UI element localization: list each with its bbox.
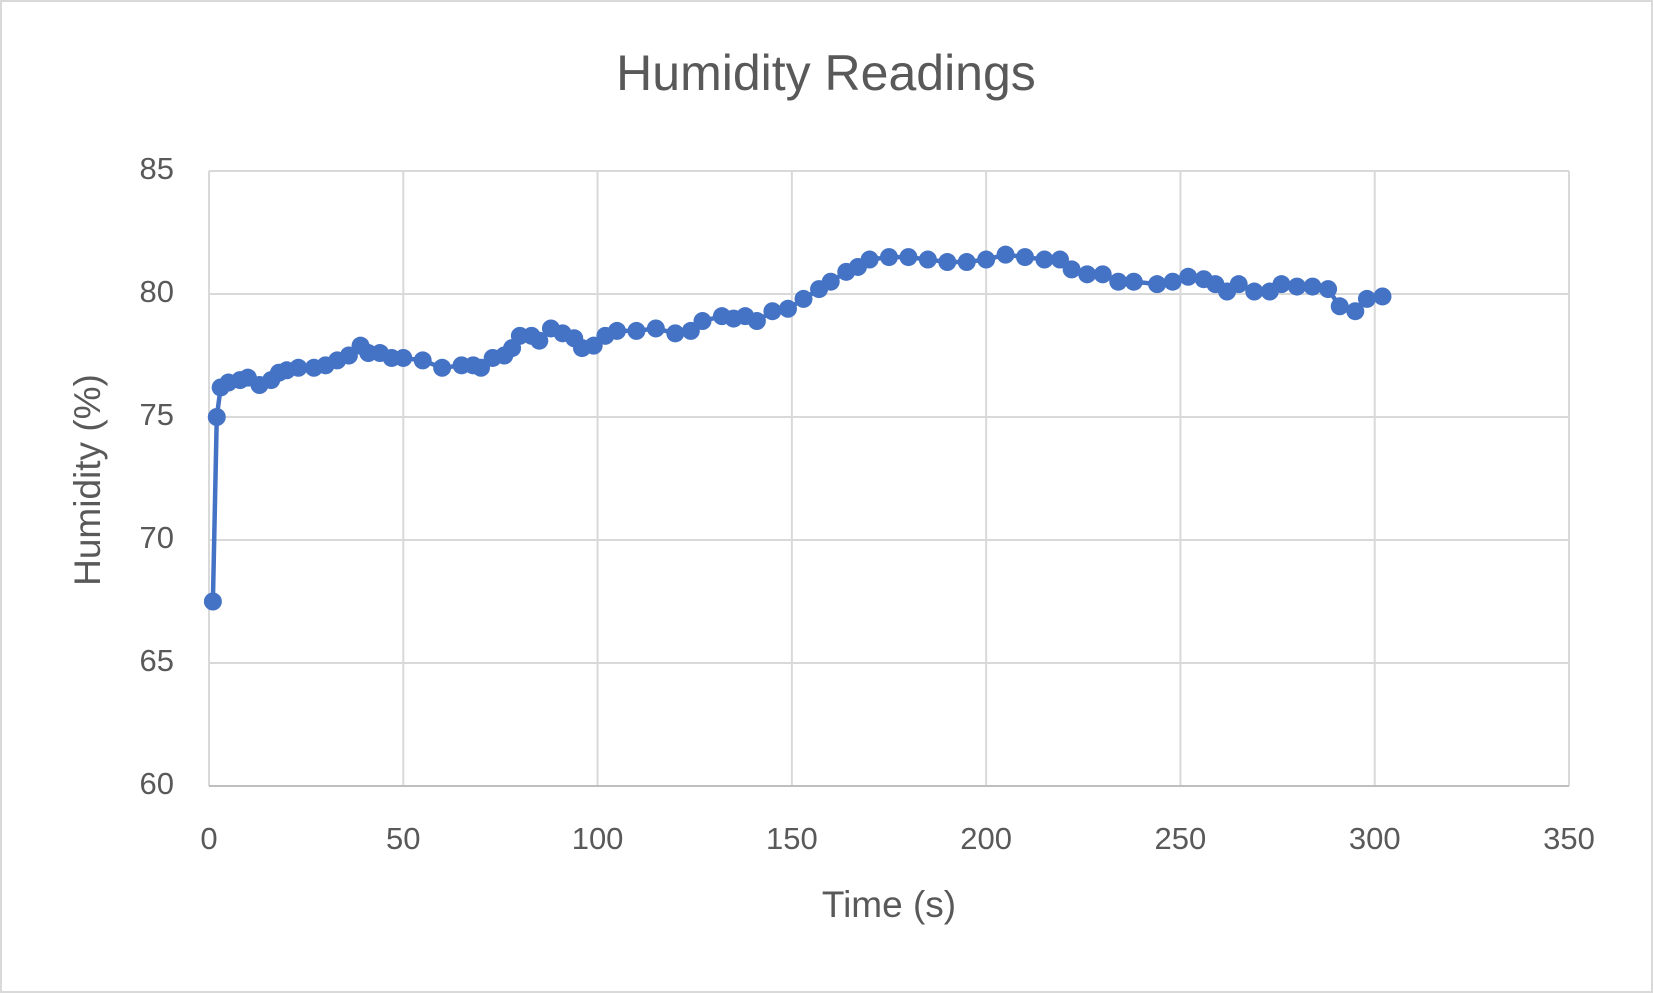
marker	[1016, 248, 1034, 267]
marker	[1062, 260, 1081, 279]
marker	[666, 324, 685, 343]
x-tick-label: 0	[200, 821, 217, 856]
marker	[1229, 275, 1248, 294]
marker	[899, 248, 918, 267]
marker	[289, 358, 308, 377]
x-axis-title: Time (s)	[822, 884, 956, 925]
marker	[203, 592, 222, 611]
marker	[1319, 280, 1338, 299]
marker	[1093, 265, 1112, 284]
marker	[1124, 272, 1143, 291]
y-tick-label: 80	[140, 274, 174, 309]
marker	[608, 321, 626, 340]
x-tick-label: 300	[1349, 821, 1401, 856]
marker	[646, 319, 665, 338]
y-tick-label: 60	[140, 766, 174, 801]
marker	[918, 250, 937, 269]
marker	[1163, 272, 1182, 291]
marker	[977, 250, 996, 269]
marker	[1346, 302, 1365, 321]
x-tick-label: 100	[572, 821, 624, 856]
marker	[1330, 297, 1349, 316]
marker	[860, 250, 879, 269]
marker	[1288, 277, 1306, 296]
marker	[1373, 287, 1392, 306]
marker	[530, 331, 549, 350]
y-tick-label: 70	[140, 520, 174, 555]
x-tick-label: 350	[1543, 821, 1595, 856]
marker	[1109, 272, 1128, 291]
marker	[627, 321, 646, 340]
marker	[1078, 265, 1097, 284]
marker	[1357, 289, 1376, 308]
x-tick-label: 250	[1155, 821, 1207, 856]
marker	[1179, 267, 1198, 286]
marker	[1303, 277, 1322, 296]
chart-title: Humidity Readings	[616, 45, 1036, 101]
marker	[763, 302, 782, 321]
marker	[794, 289, 813, 308]
y-axis-title: Humidity (%)	[67, 374, 108, 586]
marker	[996, 245, 1015, 264]
y-tick-label: 75	[140, 397, 174, 432]
marker	[1035, 250, 1054, 269]
marker	[1148, 275, 1167, 294]
x-tick-label: 200	[960, 821, 1012, 856]
marker	[693, 312, 712, 331]
y-tick-label: 85	[140, 151, 174, 186]
marker	[938, 253, 957, 272]
marker	[1245, 282, 1264, 301]
x-tick-label: 150	[766, 821, 818, 856]
marker	[747, 312, 766, 331]
x-tick-label: 50	[386, 821, 420, 856]
marker	[413, 351, 432, 370]
marker	[1272, 275, 1291, 294]
marker	[433, 358, 452, 377]
marker	[957, 253, 976, 272]
marker	[394, 348, 413, 367]
marker	[207, 408, 226, 426]
marker	[880, 248, 898, 267]
marker	[821, 272, 840, 291]
marker	[778, 299, 797, 318]
y-tick-label: 65	[140, 643, 174, 678]
